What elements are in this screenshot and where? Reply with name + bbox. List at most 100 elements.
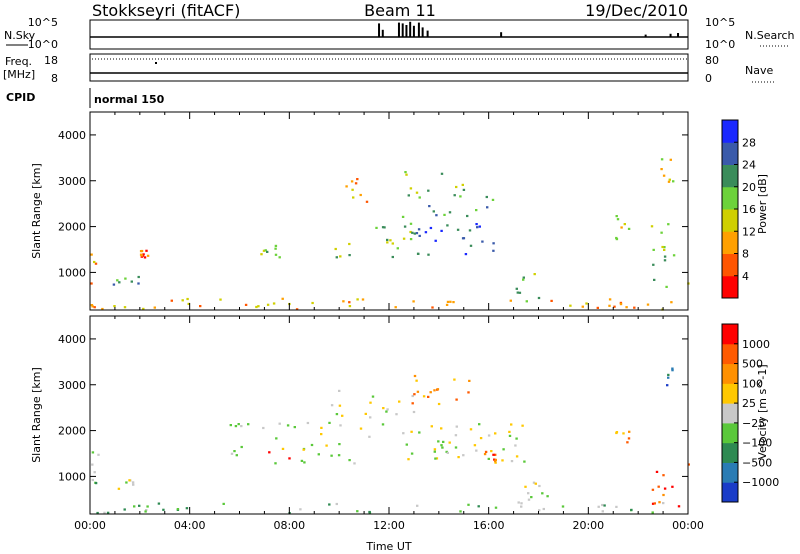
power-cell [525, 300, 528, 303]
velocity-cell [368, 510, 371, 514]
beam-title: Beam 11 [364, 1, 436, 20]
power-colorbar-segment [722, 164, 738, 188]
velocity-cell [330, 454, 333, 457]
velocity-cell [268, 451, 271, 454]
velocity-cell [493, 458, 496, 461]
cpid-panel: CPID normal 150 [6, 88, 165, 108]
power-cell [581, 305, 584, 308]
velocity-cell [454, 446, 458, 449]
velocity-cell [125, 481, 128, 484]
power-cell [415, 232, 419, 235]
velocity-cell [185, 507, 189, 510]
velocity-cell [293, 426, 296, 429]
power-cell [491, 198, 495, 201]
power-cell [260, 253, 263, 256]
power-cell [462, 188, 466, 191]
velocity-cell [527, 498, 531, 501]
power-cell [461, 237, 465, 240]
freq-outlier [155, 62, 157, 64]
power-cell [435, 214, 438, 217]
velocity-cell [410, 452, 414, 455]
power-cell [476, 226, 479, 229]
velocity-cell [651, 502, 655, 505]
velocity-cell [630, 508, 633, 511]
velocity-cell [473, 444, 477, 447]
power-cell [650, 225, 654, 228]
power-cell [633, 306, 636, 309]
velocity-cell [247, 423, 250, 426]
velocity-cell [502, 448, 505, 451]
power-cell [311, 301, 314, 305]
velocity-cell [478, 423, 481, 426]
power-y-ticks: 1000 2000 3000 4000 [58, 129, 688, 279]
date-title: 19/Dec/2010 [585, 1, 688, 20]
power-cell [461, 183, 464, 186]
velocity-cell [286, 424, 290, 427]
velocity-cell [441, 446, 444, 449]
velocity-cell [437, 402, 441, 406]
power-cell [660, 231, 663, 234]
power-cell [272, 302, 276, 305]
power-cell [153, 306, 156, 309]
velocity-cell [369, 416, 372, 419]
power-cell [663, 259, 667, 262]
power-cell [652, 248, 655, 251]
velocity-cell [274, 462, 277, 465]
power-cell [411, 231, 414, 234]
velocity-cell [176, 508, 180, 511]
velocity-cell [91, 478, 94, 482]
power-cell [456, 228, 460, 231]
mhz-label: [MHz] [3, 68, 35, 81]
velocity-xtick-label: 12:00 [373, 519, 405, 532]
velocity-cell [418, 431, 421, 434]
velocity-colorbar-segment [722, 363, 738, 384]
power-cell [670, 301, 673, 304]
power-cell [585, 302, 588, 305]
velocity-xtick-label: 00:00 [74, 519, 106, 532]
power-cell [142, 307, 145, 310]
power-cell [199, 305, 202, 308]
velocity-cell [275, 437, 278, 440]
power-cell [124, 277, 127, 280]
power-cell [396, 247, 399, 250]
velocity-colorbar-tick-label: 25 [742, 397, 756, 410]
velocity-cell [128, 479, 131, 482]
velocity-cell [230, 452, 234, 455]
power-cell [365, 200, 369, 203]
velocity-cell [430, 425, 433, 428]
velocity-cell [278, 422, 281, 425]
velocity-cell [494, 460, 497, 463]
power-cell [266, 250, 269, 253]
velocity-cell [601, 510, 604, 513]
power-colorbar-tick-label: 16 [742, 203, 756, 216]
velocity-xtick-label: 00:00 [672, 519, 704, 532]
velocity-cell [440, 444, 443, 447]
velocity-cell [469, 428, 473, 431]
power-cell [137, 282, 140, 285]
velocity-cell [494, 453, 497, 456]
power-cell [93, 306, 96, 309]
velocity-cell [123, 508, 126, 511]
velocity-cell [494, 432, 497, 435]
power-cell [351, 188, 354, 191]
velocity-colorbar-label-text: Velocity [m s^-1] [756, 364, 769, 459]
power-colorbar-tick-label: 24 [742, 159, 756, 172]
power-cell [146, 254, 150, 257]
velocity-cell [467, 503, 470, 506]
velocity-cell [356, 510, 359, 513]
power-cell [469, 244, 473, 247]
velocity-cell [527, 492, 530, 495]
power-cell [123, 306, 127, 309]
power-cell [409, 187, 413, 190]
noise-right-tick-high: 10^5 [705, 16, 735, 29]
velocity-cell [237, 423, 240, 426]
station-title: Stokkseyri (fitACF) [92, 1, 240, 20]
power-cell [608, 304, 611, 307]
power-cell [140, 255, 143, 258]
x-axis-label: Time UT [365, 540, 411, 553]
velocity-cell [103, 511, 106, 514]
noise-left-tick-low: 10^0 [28, 38, 58, 51]
power-cell [145, 249, 148, 252]
power-colorbar-label: Power [dB] [756, 174, 769, 234]
power-cell [434, 239, 437, 242]
